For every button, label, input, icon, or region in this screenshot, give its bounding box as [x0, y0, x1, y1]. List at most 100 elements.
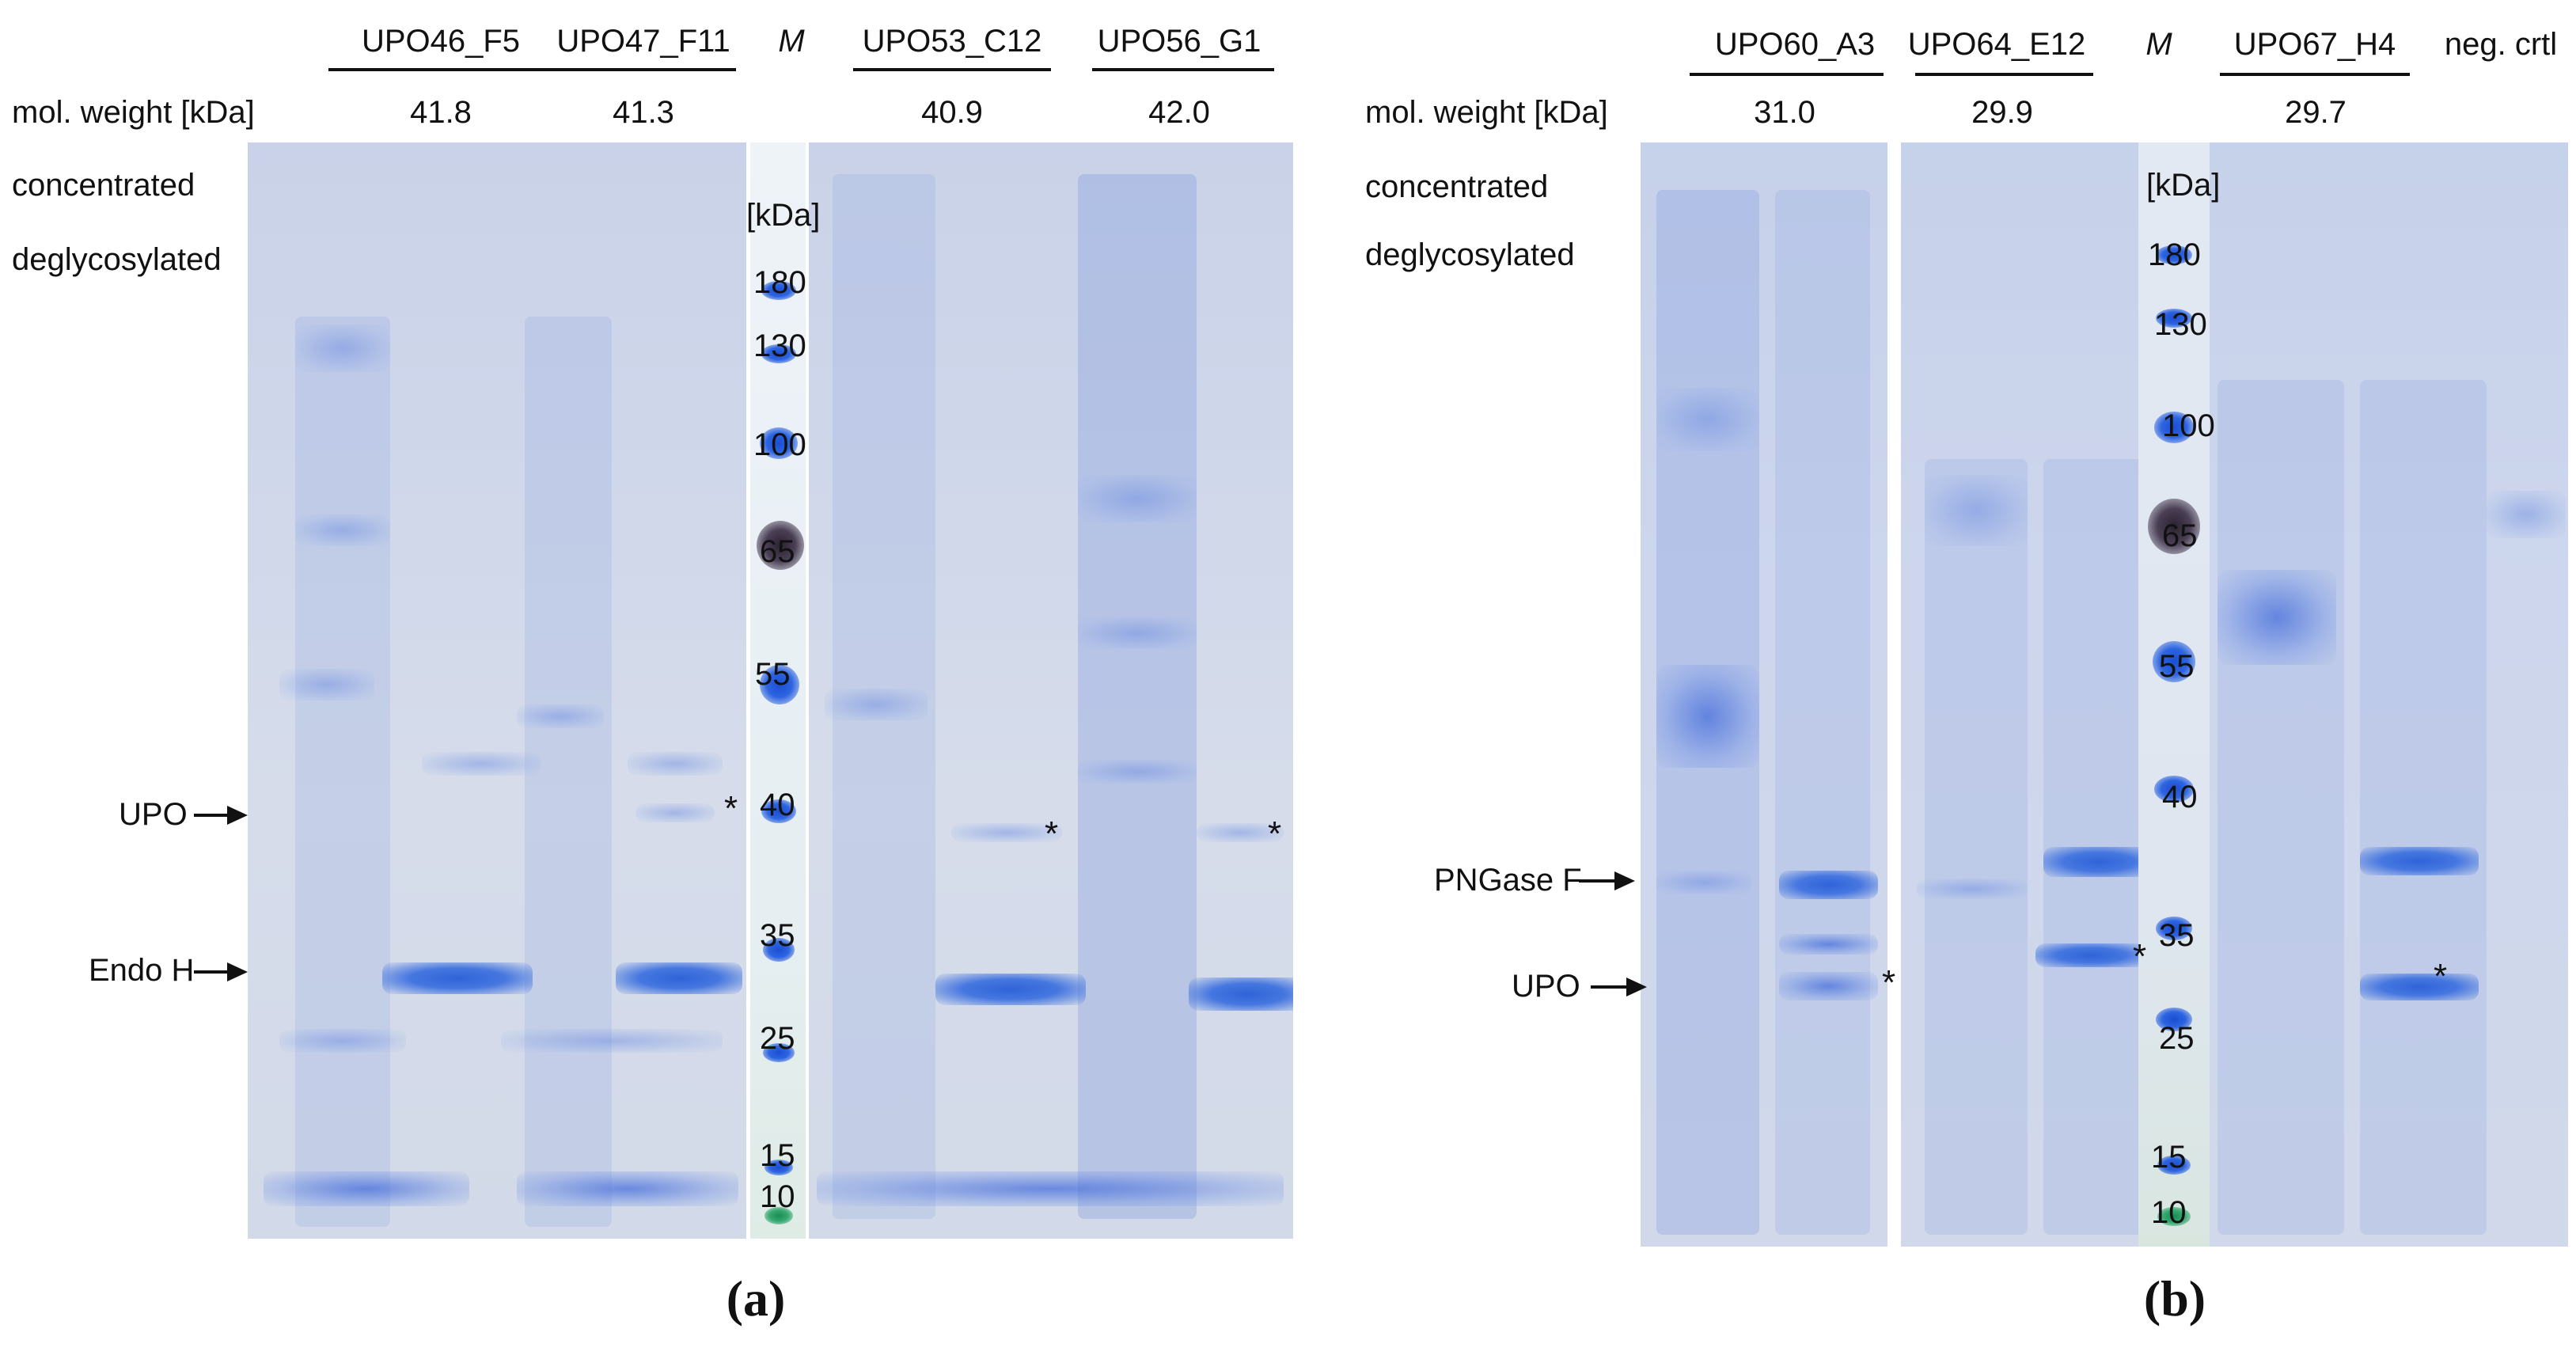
marker-unit: [kDa] [2146, 168, 2221, 203]
sample-header-neg-ctrl: neg. crtl [2444, 27, 2558, 62]
marker-header: M [778, 24, 805, 59]
gel-band [517, 1171, 738, 1206]
gel-band [1779, 934, 1878, 955]
row-label-concentrated: concentrated [1365, 169, 1549, 204]
pngase-f-band [1779, 871, 1878, 899]
marker-size-label: 15 [760, 1138, 795, 1173]
gel-image-b-left [1641, 142, 1887, 1247]
gel-band [628, 752, 723, 776]
pngase-f-band [2043, 847, 2154, 877]
marker-size-label: 65 [760, 534, 795, 569]
gel-image-b-right [1901, 142, 2568, 1247]
marker-band [760, 427, 798, 459]
asterisk-mark: * [2133, 937, 2147, 976]
sample-header-upo60: UPO60_A3 [1714, 27, 1876, 62]
gel-band [1078, 760, 1197, 784]
gel-band [279, 669, 374, 700]
gel-band [1078, 617, 1197, 649]
marker-size-label: 65 [2162, 518, 2198, 553]
asterisk-mark: * [1268, 814, 1282, 853]
gel-band [501, 1029, 723, 1053]
gel-band [264, 1171, 469, 1206]
marker-band [763, 1043, 795, 1062]
upo-band [951, 823, 1062, 842]
marker-size-label: 25 [760, 1021, 795, 1056]
sample-header-upo46: UPO46_F5 [361, 24, 521, 59]
mol-weight-value: 31.0 [1754, 95, 1815, 130]
arrow-label-pngase-f: PNGase F [1434, 863, 1582, 898]
marker-band [2156, 245, 2192, 264]
sample-header-upo53: UPO53_C12 [862, 24, 1042, 59]
sample-header-upo64: UPO64_E12 [1907, 27, 2086, 62]
marker-band [2148, 499, 2200, 554]
asterisk-mark: * [1045, 814, 1059, 853]
mol-weight-value: 29.7 [2285, 95, 2346, 130]
gel-band [2487, 491, 2566, 538]
marker-band [2154, 776, 2194, 803]
upo-band [1197, 823, 1284, 842]
gel-band [279, 1029, 406, 1053]
marker-band [761, 281, 796, 300]
marker-band [761, 344, 796, 363]
pngase-f-band [2360, 847, 2479, 875]
lane-smear [2360, 380, 2487, 1235]
sample-underline [546, 68, 736, 71]
arrow-label-upo: UPO [119, 797, 188, 832]
marker-size-label: 55 [2159, 649, 2195, 684]
marker-lane [750, 142, 806, 1239]
marker-size-label: 130 [2154, 307, 2207, 342]
gel-band [295, 514, 390, 546]
gel-image-left [248, 142, 746, 1239]
gel-band [422, 752, 541, 776]
lane-smear [525, 317, 612, 1227]
panel-label-b: (b) [2143, 1270, 2206, 1327]
marker-band [763, 938, 795, 962]
upo-band [1779, 972, 1878, 1000]
marker-band [2153, 641, 2195, 682]
marker-size-label: 180 [2148, 237, 2201, 272]
sample-header-upo47: UPO47_F11 [556, 24, 730, 59]
upo-band [2035, 943, 2146, 967]
marker-size-label: 10 [2151, 1195, 2187, 1230]
marker-band [761, 799, 796, 823]
marker-size-label: 100 [753, 427, 806, 462]
endo-h-band [382, 962, 533, 994]
lane-smear [295, 317, 390, 1227]
marker-band [2156, 309, 2192, 328]
lane-smear [833, 174, 935, 1219]
mol-weight-value: 42.0 [1148, 95, 1210, 130]
marker-size-label: 130 [753, 328, 806, 363]
gel-band [295, 325, 390, 372]
marker-size-label: 100 [2162, 408, 2215, 443]
marker-header: M [2145, 27, 2172, 62]
gel-band [1656, 388, 1759, 451]
panel-label-a: (a) [726, 1270, 786, 1327]
marker-band [764, 1207, 793, 1224]
endo-h-band [616, 962, 742, 994]
sample-header-upo56: UPO56_G1 [1097, 24, 1261, 59]
lane-smear [1078, 174, 1197, 1219]
endo-h-band [1189, 977, 1293, 1011]
marker-band [757, 521, 804, 570]
gel-band [1656, 665, 1759, 768]
marker-band [764, 1160, 793, 1175]
asterisk-mark: * [1882, 963, 1896, 1002]
mol-weight-value: 41.8 [410, 95, 472, 130]
gel-band [1917, 879, 2028, 899]
upo-band [2360, 974, 2479, 1000]
marker-size-label: 35 [760, 918, 795, 953]
row-label-mol-weight: mol. weight [kDa] [12, 95, 255, 130]
asterisk-mark: * [724, 789, 738, 828]
gel-band [1656, 871, 1751, 894]
row-label-deglycosylated: deglycosylated [1365, 237, 1575, 272]
marker-band [2156, 917, 2192, 940]
lane-smear [1925, 459, 2028, 1235]
mol-weight-value: 40.9 [921, 95, 983, 130]
gel-image-right [809, 142, 1293, 1239]
marker-band [2157, 1156, 2191, 1175]
gel-band [825, 689, 928, 720]
marker-size-label: 180 [753, 265, 806, 300]
row-label-mol-weight: mol. weight [kDa] [1365, 95, 1608, 130]
marker-band [2156, 1008, 2192, 1031]
endo-h-band [935, 974, 1086, 1005]
